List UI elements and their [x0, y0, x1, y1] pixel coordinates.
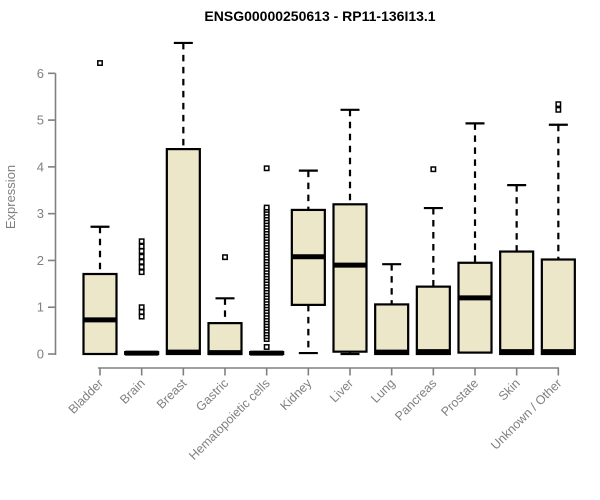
x-category-label: Unknown / Other	[488, 376, 564, 452]
x-category-label: Breast	[154, 376, 190, 412]
box-gastric	[207, 254, 243, 356]
box-kidney	[290, 169, 326, 355]
x-category-label: Gastric	[193, 376, 231, 414]
outlier-point	[263, 344, 270, 350]
outlier-point	[138, 269, 145, 276]
iqr-box	[332, 203, 368, 353]
x-category-label: Kidney	[278, 376, 315, 413]
box-series	[82, 41, 576, 356]
outlier-point	[430, 166, 437, 173]
box-liver	[332, 108, 368, 356]
x-category-label: Brain	[117, 376, 148, 407]
y-tick-label: 2	[37, 253, 44, 268]
outlier-point	[555, 106, 562, 113]
outlier-point	[138, 258, 145, 265]
iqr-box	[207, 322, 243, 356]
iqr-box	[457, 261, 493, 354]
iqr-box	[499, 250, 535, 356]
iqr-box	[82, 272, 118, 356]
outlier-point	[222, 254, 228, 261]
x-category-label: Prostate	[438, 376, 481, 419]
box-hematopoietic-cells	[249, 165, 285, 356]
chart-title: ENSG00000250613 - RP11-136I13.1	[204, 8, 435, 24]
iqr-box	[374, 303, 410, 356]
x-category-label: Skin	[496, 376, 523, 403]
x-category-label: Pancreas	[392, 376, 439, 423]
outlier-point	[97, 60, 103, 66]
box-pancreas	[415, 166, 451, 356]
box-unknown-other	[540, 101, 576, 356]
box-skin	[499, 184, 535, 356]
outlier-point	[555, 101, 562, 108]
box-bladder	[82, 60, 118, 356]
x-category-label: Lung	[368, 376, 398, 406]
y-tick-label: 3	[37, 206, 44, 221]
iqr-box	[415, 285, 451, 356]
y-tick-label: 6	[37, 66, 44, 81]
y-tick-label: 0	[37, 347, 44, 362]
outlier-point	[138, 238, 145, 245]
iqr-box	[540, 258, 576, 356]
outlier-point	[138, 248, 145, 255]
outlier-point	[263, 165, 270, 172]
outlier-point	[263, 204, 270, 211]
x-category-label: Liver	[327, 376, 356, 405]
outlier-point	[138, 313, 145, 320]
box-brain	[124, 238, 160, 356]
outlier-point	[138, 253, 145, 260]
y-tick-label: 4	[37, 159, 44, 174]
box-breast	[165, 41, 201, 356]
y-tick-label: 1	[37, 300, 44, 315]
y-axis-label: Expression	[3, 165, 18, 229]
box-lung	[374, 263, 410, 356]
outlier-point	[138, 308, 145, 315]
iqr-box	[165, 148, 201, 356]
outlier-point	[138, 264, 145, 270]
outlier-point	[138, 304, 145, 311]
x-category-label: Bladder	[66, 376, 106, 416]
outlier-point	[138, 243, 145, 250]
x-category-label: Hematopoietic cells	[186, 376, 273, 463]
y-tick-label: 5	[37, 113, 44, 128]
box-prostate	[457, 122, 493, 354]
